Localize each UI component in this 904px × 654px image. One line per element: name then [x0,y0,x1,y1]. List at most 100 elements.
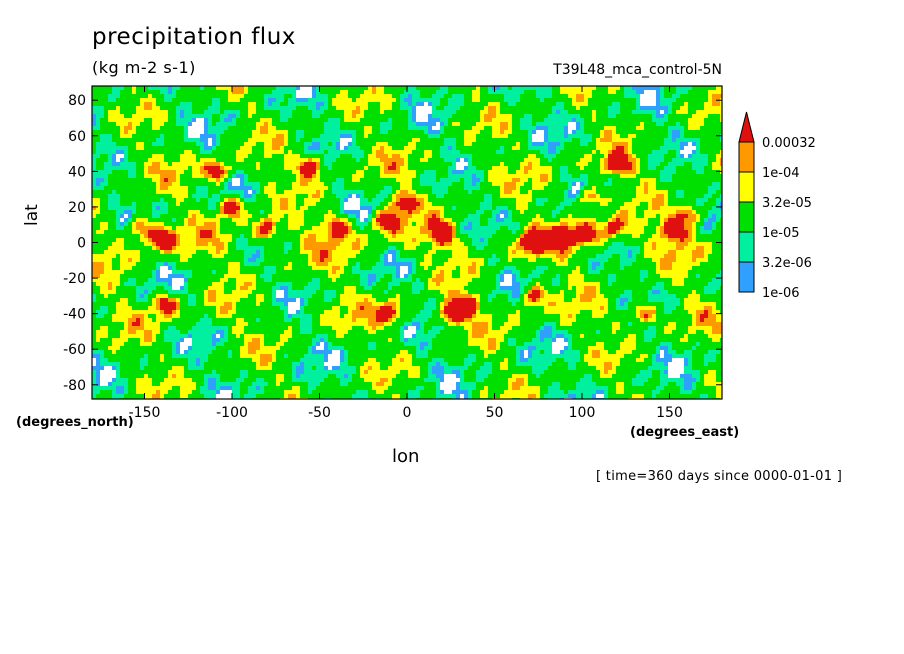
field-cell [500,94,504,98]
field-cell [452,170,456,174]
field-cell [384,130,388,134]
field-cell [120,170,124,174]
field-cell [540,110,544,114]
field-cell [644,142,648,146]
field-cell [260,102,264,106]
field-cell [132,130,136,134]
field-cell [216,110,220,114]
field-cell [536,182,540,186]
field-cell [588,106,592,110]
field-cell [444,102,448,106]
field-cell [120,102,124,106]
field-cell [220,154,224,158]
field-cell [268,134,272,138]
field-cell [212,98,216,102]
field-cell [536,154,540,158]
field-cell [372,190,376,194]
field-cell [584,206,588,210]
field-cell [556,166,560,170]
field-cell [440,190,444,194]
field-cell [372,86,376,90]
field-cell [288,90,292,94]
field-cell [412,134,416,138]
field-cell [576,146,580,150]
field-cell [624,114,628,118]
field-cell [492,194,496,198]
field-cell [300,106,304,110]
field-cell [272,182,276,186]
field-cell [144,130,148,134]
field-cell [656,90,660,94]
field-cell [124,186,128,190]
field-cell [304,138,308,142]
field-cell [228,170,232,174]
field-cell [600,194,604,198]
field-cell [96,110,100,114]
field-cell [116,142,120,146]
field-cell [456,94,460,98]
field-cell [232,170,236,174]
field-cell [180,186,184,190]
field-cell [504,170,508,174]
field-cell [508,178,512,182]
field-cell [368,118,372,122]
field-cell [216,166,220,170]
field-cell [300,190,304,194]
field-cell [636,154,640,158]
field-cell [492,154,496,158]
field-cell [708,86,712,90]
field-cell [284,86,288,90]
field-cell [268,138,272,142]
field-cell [208,110,212,114]
field-cell [160,174,164,178]
field-cell [440,150,444,154]
field-cell [404,178,408,182]
field-cell [568,86,572,90]
field-cell [640,130,644,134]
field-cell [180,142,184,146]
field-cell [600,186,604,190]
field-cell [260,194,264,198]
field-cell [144,114,148,118]
field-cell [348,194,352,198]
field-cell [324,190,328,194]
field-cell [444,134,448,138]
field-cell [120,166,124,170]
field-cell [244,134,248,138]
field-cell [632,114,636,118]
field-cell [296,186,300,190]
field-cell [480,162,484,166]
field-cell [632,178,636,182]
field-cell [200,206,204,210]
field-cell [592,122,596,126]
field-cell [440,206,444,210]
field-cell [708,114,712,118]
field-cell [516,146,520,150]
field-cell [160,206,164,210]
field-cell [508,122,512,126]
field-cell [152,142,156,146]
field-cell [528,126,532,130]
field-cell [604,114,608,118]
field-cell [664,102,668,106]
field-cell [692,134,696,138]
field-cell [176,90,180,94]
field-cell [188,182,192,186]
field-cell [608,158,612,162]
field-cell [212,150,216,154]
field-cell [232,130,236,134]
field-cell [556,110,560,114]
field-cell [228,118,232,122]
field-cell [644,206,648,210]
field-cell [624,182,628,186]
field-cell [608,170,612,174]
field-cell [716,202,720,206]
field-cell [136,106,140,110]
field-cell [648,194,652,198]
field-cell [676,110,680,114]
field-cell [232,126,236,130]
field-cell [308,202,312,206]
field-cell [296,194,300,198]
field-cell [504,190,508,194]
field-cell [308,122,312,126]
